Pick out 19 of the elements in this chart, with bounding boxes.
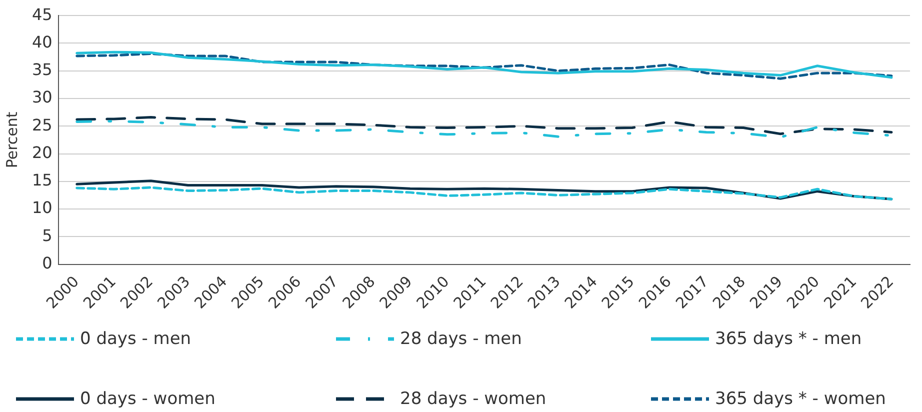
y-tick-label: 35 [32, 60, 52, 80]
line-series [76, 186, 893, 200]
y-axis-title: Percent [2, 112, 21, 168]
y-tick-label: 0 [42, 253, 52, 272]
y-tick-label: 20 [32, 142, 52, 162]
y-tick-label: 15 [32, 170, 52, 190]
y-tick-label: 25 [32, 115, 52, 134]
y-tick-label: 30 [32, 88, 52, 107]
y-tick-label: 10 [32, 198, 52, 218]
y-tick-label: 45 [32, 4, 52, 24]
legend-label: 28 days - women [400, 389, 546, 409]
legend-label: 0 days - women [80, 389, 216, 409]
legend-label: 365 days * - women [715, 389, 886, 409]
legend-label: 365 days * - men [715, 329, 862, 349]
y-tick-label: 5 [42, 226, 52, 245]
legend-label: 28 days - men [400, 329, 522, 349]
line-series [76, 116, 893, 136]
legend-label: 0 days - men [80, 329, 192, 349]
y-tick-label: 40 [32, 32, 52, 52]
